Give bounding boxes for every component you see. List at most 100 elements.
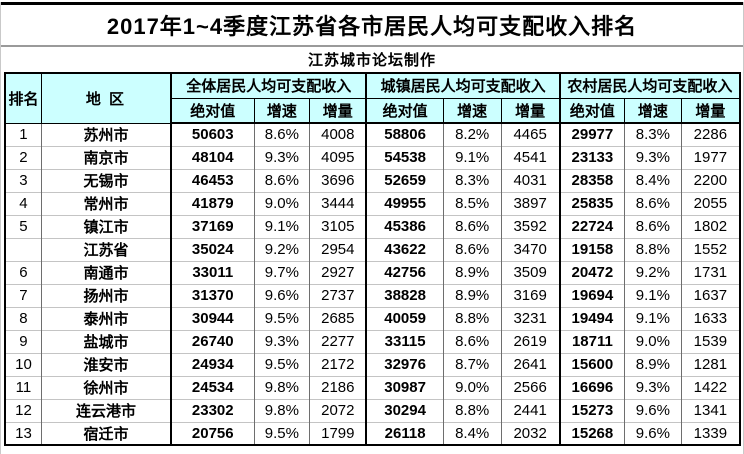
increment-cell: 1799 xyxy=(309,421,367,445)
abs-value-cell: 16696 xyxy=(558,375,626,399)
growth-rate-cell: 8.7% xyxy=(443,352,502,376)
page-title: 2017年1~4季度江苏省各市居民人均可支配收入排名 xyxy=(106,14,638,39)
growth-rate-cell: 9.2% xyxy=(254,237,311,261)
table-header: 排名 地 区 全体居民人均可支配收入 城镇居民人均可支配收入 农村居民人均可支配… xyxy=(4,72,741,124)
subheader-growth-rate: 增速 xyxy=(253,97,311,124)
growth-rate-cell: 9.3% xyxy=(624,145,682,169)
increment-cell: 3696 xyxy=(309,168,367,192)
increment-cell: 1637 xyxy=(681,283,741,307)
increment-cell: 4465 xyxy=(501,122,561,146)
abs-value-cell: 42756 xyxy=(365,260,444,284)
subheader-absolute-value: 绝对值 xyxy=(365,97,444,124)
growth-rate-cell: 9.5% xyxy=(254,306,311,330)
growth-rate-cell: 9.5% xyxy=(254,352,311,376)
table-row: 江苏省 35024 9.2% 2954 43622 8.6% 3470 19158 8.8% 15… xyxy=(5,237,741,261)
table-row: 3 无锡市 46453 8.6% 3696 52659 8.3% 4031 28358 8.4% 2… xyxy=(5,168,741,192)
table-row: 6 南通市 33011 9.7% 2927 42756 8.9% 3509 20472 9.2% 1… xyxy=(5,260,741,284)
header-sub-row: 绝对值 增速 增量 绝对值 增速 增量 绝对值 增速 增量 xyxy=(5,97,741,124)
subheader-absolute-value: 绝对值 xyxy=(170,97,255,124)
table-row: 1 苏州市 50603 8.6% 4008 58806 8.2% 4465 29977 8.3% 2… xyxy=(5,122,741,146)
growth-rate-cell: 8.8% xyxy=(624,237,682,261)
growth-rate-cell: 8.4% xyxy=(443,421,502,445)
abs-value-cell: 26118 xyxy=(365,421,444,445)
rank-cell: 3 xyxy=(5,168,42,192)
growth-rate-cell: 9.0% xyxy=(624,329,682,353)
increment-cell: 2172 xyxy=(309,352,367,376)
table-row: 13 宿迁市 20756 9.5% 1799 26118 8.4% 2032 15268 9.6%… xyxy=(5,421,741,445)
growth-rate-cell: 9.8% xyxy=(254,375,311,399)
abs-value-cell: 15600 xyxy=(558,352,626,376)
table-row: 2 南京市 48104 9.3% 4095 54538 9.1% 4541 23133 9.3% 1… xyxy=(5,145,741,169)
increment-cell: 1802 xyxy=(681,214,741,238)
growth-rate-cell: 8.2% xyxy=(443,122,502,146)
region-cell: 无锡市 xyxy=(41,168,172,192)
rank-cell: 1 xyxy=(5,122,42,146)
increment-cell: 1633 xyxy=(681,306,741,330)
increment-cell: 2286 xyxy=(681,122,741,146)
abs-value-cell: 46453 xyxy=(170,168,255,192)
increment-cell: 2277 xyxy=(309,329,367,353)
table-row: 8 泰州市 30944 9.5% 2685 40059 8.8% 3231 19494 9.1% 1… xyxy=(5,306,741,330)
region-cell: 扬州市 xyxy=(41,283,172,307)
increment-cell: 1281 xyxy=(681,352,741,376)
region-cell: 淮安市 xyxy=(41,352,172,376)
growth-rate-cell: 9.8% xyxy=(254,398,311,422)
subheader-increment: 增量 xyxy=(309,97,367,124)
increment-cell: 4541 xyxy=(501,145,561,169)
rank-cell: 12 xyxy=(5,398,42,422)
abs-value-cell: 25835 xyxy=(558,191,626,215)
growth-rate-cell: 9.6% xyxy=(624,398,682,422)
abs-value-cell: 54538 xyxy=(365,145,444,169)
abs-value-cell: 35024 xyxy=(170,237,255,261)
increment-cell: 3509 xyxy=(501,260,561,284)
subheader-increment: 增量 xyxy=(500,97,561,124)
abs-value-cell: 26740 xyxy=(170,329,255,353)
increment-cell: 2032 xyxy=(501,421,561,445)
region-cell: 江苏省 xyxy=(41,237,172,261)
growth-rate-cell: 8.9% xyxy=(443,260,502,284)
increment-cell: 3169 xyxy=(501,283,561,307)
increment-cell: 3470 xyxy=(501,237,561,261)
region-column-header: 地 区 xyxy=(40,72,172,124)
growth-rate-cell: 9.0% xyxy=(443,375,502,399)
growth-rate-cell: 9.6% xyxy=(254,283,311,307)
growth-rate-cell: 8.6% xyxy=(254,122,311,146)
income-ranking-table: 排名 地 区 全体居民人均可支配收入 城镇居民人均可支配收入 农村居民人均可支配… xyxy=(4,72,741,446)
group-header-rural-residents: 农村居民人均可支配收入 xyxy=(558,72,741,99)
credit-label: 江苏城市论坛制作 xyxy=(307,52,436,69)
growth-rate-cell: 9.6% xyxy=(624,421,682,445)
increment-cell: 2186 xyxy=(309,375,367,399)
growth-rate-cell: 8.6% xyxy=(254,168,311,192)
abs-value-cell: 40059 xyxy=(365,306,444,330)
rank-cell: 5 xyxy=(5,214,42,238)
growth-rate-cell: 8.4% xyxy=(624,168,682,192)
growth-rate-cell: 8.9% xyxy=(624,352,682,376)
growth-rate-cell: 9.3% xyxy=(254,145,311,169)
increment-cell: 1339 xyxy=(681,421,741,445)
increment-cell: 2566 xyxy=(501,375,561,399)
region-cell: 镇江市 xyxy=(41,214,172,238)
growth-rate-cell: 9.2% xyxy=(624,260,682,284)
growth-rate-cell: 9.7% xyxy=(254,260,311,284)
abs-value-cell: 49955 xyxy=(365,191,444,215)
increment-cell: 4031 xyxy=(501,168,561,192)
increment-cell: 3105 xyxy=(309,214,367,238)
increment-cell: 2072 xyxy=(309,398,367,422)
region-cell: 宿迁市 xyxy=(41,421,172,445)
growth-rate-cell: 9.1% xyxy=(443,145,502,169)
table-row: 5 镇江市 37169 9.1% 3105 45386 8.6% 3592 22724 8.6% 1… xyxy=(5,214,741,238)
increment-cell: 2641 xyxy=(501,352,561,376)
region-cell: 徐州市 xyxy=(41,375,172,399)
increment-cell: 3897 xyxy=(501,191,561,215)
top-divider xyxy=(1,2,743,5)
title-divider xyxy=(1,45,743,47)
increment-cell: 1731 xyxy=(681,260,741,284)
growth-rate-cell: 8.3% xyxy=(443,168,502,192)
abs-value-cell: 24934 xyxy=(170,352,255,376)
rank-cell: 4 xyxy=(5,191,42,215)
abs-value-cell: 28358 xyxy=(558,168,626,192)
table-row: 10 淮安市 24934 9.5% 2172 32976 8.7% 2641 15600 8.9%… xyxy=(5,352,741,376)
growth-rate-cell: 8.6% xyxy=(443,214,502,238)
table-body: 1 苏州市 50603 8.6% 4008 58806 8.2% 4465 29977 8.3% 2… xyxy=(5,122,741,445)
